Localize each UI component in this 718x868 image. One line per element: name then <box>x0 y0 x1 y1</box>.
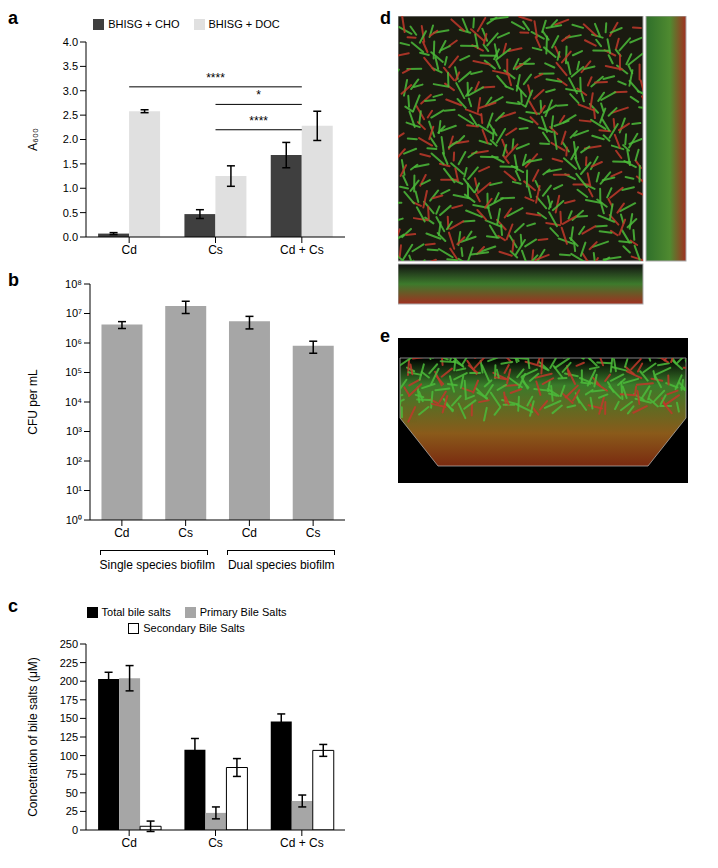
svg-text:10¹: 10¹ <box>66 484 82 496</box>
svg-text:10⁸: 10⁸ <box>65 278 82 290</box>
svg-text:125: 125 <box>60 731 78 743</box>
html-text:Secondary Bile Salts: Secondary Bile Salts <box>143 622 245 634</box>
html-text:Dual species biofilm: Dual species biofilm <box>227 558 335 572</box>
svg-text:Cd: Cd <box>242 526 257 540</box>
html-text:Total bile salts: Total bile salts <box>101 606 171 618</box>
svg-text:0: 0 <box>72 824 78 836</box>
svg-text:****: **** <box>206 71 225 85</box>
html-text:BHISG + CHO: BHISG + CHO <box>108 18 180 30</box>
svg-text:1.5: 1.5 <box>63 158 78 170</box>
svg-text:1.0: 1.0 <box>63 182 78 194</box>
svg-text:Cd: Cd <box>114 526 129 540</box>
svg-text:10⁴: 10⁴ <box>65 396 82 408</box>
svg-text:*: * <box>256 88 261 102</box>
svg-text:CFU per mL: CFU per mL <box>26 369 40 435</box>
html-text:e: e <box>380 326 390 346</box>
svg-text:2.0: 2.0 <box>63 133 78 145</box>
svg-text:3.5: 3.5 <box>63 60 78 72</box>
svg-text:Concetration of bile salts (μM: Concetration of bile salts (μM) <box>26 657 40 817</box>
html-text:b: b <box>8 270 19 290</box>
svg-text:10³: 10³ <box>66 425 82 437</box>
svg-text:0.0: 0.0 <box>63 231 78 243</box>
svg-text:3.0: 3.0 <box>63 85 78 97</box>
svg-text:50: 50 <box>66 787 78 799</box>
svg-text:Cd + Cs: Cd + Cs <box>280 243 324 257</box>
svg-text:Cd: Cd <box>121 243 136 257</box>
svg-text:250: 250 <box>60 638 78 650</box>
svg-text:10⁷: 10⁷ <box>66 307 82 319</box>
svg-text:A₆₀₀: A₆₀₀ <box>26 128 40 151</box>
html-text:a: a <box>8 8 18 28</box>
html-text:Single species biofilm: Single species biofilm <box>99 558 215 572</box>
svg-text:10⁶: 10⁶ <box>65 337 82 349</box>
svg-text:100: 100 <box>60 750 78 762</box>
svg-text:Cs: Cs <box>178 526 193 540</box>
svg-text:25: 25 <box>66 805 78 817</box>
svg-text:4.0: 4.0 <box>63 36 78 48</box>
html-text:Primary Bile Salts: Primary Bile Salts <box>199 606 287 618</box>
svg-text:150: 150 <box>60 712 78 724</box>
svg-text:10⁰: 10⁰ <box>66 514 82 526</box>
svg-text:200: 200 <box>60 675 78 687</box>
svg-text:225: 225 <box>60 657 78 669</box>
svg-text:****: **** <box>249 114 268 128</box>
html-text:BHISG + DOC: BHISG + DOC <box>208 18 280 30</box>
svg-text:175: 175 <box>60 694 78 706</box>
svg-text:Cs: Cs <box>208 243 223 257</box>
html-text:c: c <box>8 596 18 616</box>
svg-text:0.5: 0.5 <box>63 207 78 219</box>
svg-text:Cs: Cs <box>208 836 223 850</box>
svg-text:Cd: Cd <box>121 836 136 850</box>
svg-text:2.5: 2.5 <box>63 109 78 121</box>
svg-text:75: 75 <box>66 768 78 780</box>
svg-text:Cs: Cs <box>306 526 321 540</box>
svg-text:10²: 10² <box>66 455 82 467</box>
html-text:d: d <box>380 8 391 28</box>
svg-text:10⁵: 10⁵ <box>65 366 82 378</box>
svg-text:Cd + Cs: Cd + Cs <box>280 836 324 850</box>
